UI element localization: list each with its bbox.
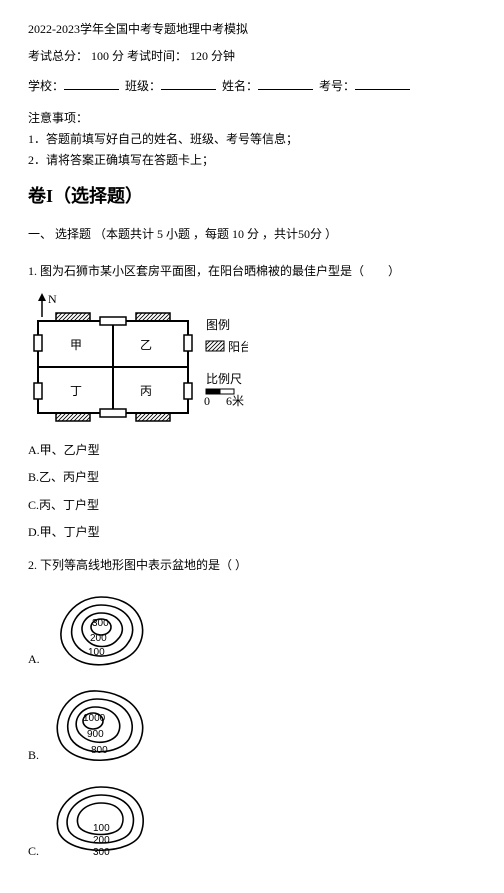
scale-end: 6米 <box>226 394 244 408</box>
contour-label: 100 <box>88 647 105 658</box>
q2-option-c-letter: C. <box>28 842 39 867</box>
contour-label: 1000 <box>83 713 106 724</box>
contour-label: 800 <box>91 745 108 756</box>
q2-option-a-letter: A. <box>28 650 40 675</box>
q1-option-a[interactable]: A.甲、乙户型 <box>28 441 476 460</box>
room-label-ding: 丁 <box>70 384 82 398</box>
legend-balcony: 阳台 <box>228 339 248 354</box>
q1-diagram: N <box>28 291 476 431</box>
contour-c-diagram: 100 200 300 <box>45 777 155 867</box>
q2-stem: 2. 下列等高线地形图中表示盆地的是（ ） <box>28 556 476 575</box>
legend-title: 图例 <box>206 318 230 332</box>
q2-option-b[interactable]: B. 1000 900 800 <box>28 681 476 771</box>
exam-meta: 考试总分： 100 分 考试时间： 120 分钟 <box>28 47 476 66</box>
label-name: 姓名： <box>222 79 258 93</box>
section-1-intro: 一、 选择题 （本题共计 5 小题 ，每题 10 分 ，共计50分 ） <box>28 225 476 244</box>
north-arrow-icon: N <box>38 292 57 317</box>
room-label-yi: 乙 <box>140 338 152 352</box>
north-label: N <box>48 292 57 306</box>
room-label-bing: 丙 <box>140 384 152 398</box>
blank-school[interactable] <box>64 76 119 90</box>
notice-item: 2．请将答案正确填写在答题卡上； <box>28 151 476 170</box>
notice-item: 1．答题前填写好自己的姓名、班级、考号等信息； <box>28 130 476 149</box>
room-label-jia: 甲 <box>70 338 82 352</box>
contour-label: 200 <box>90 633 107 644</box>
scale-label: 比例尺 <box>206 372 242 386</box>
notice-header: 注意事项： <box>28 109 476 128</box>
contour-label: 200 <box>93 835 110 846</box>
blank-class[interactable] <box>161 76 216 90</box>
scale-start: 0 <box>204 394 210 408</box>
q2-option-b-letter: B. <box>28 746 39 771</box>
contour-label: 300 <box>93 847 110 858</box>
q1-stem: 1. 图为石狮市某小区套房平面图，在阳台晒棉被的最佳户型是（ ） <box>28 262 476 281</box>
q1-option-c[interactable]: C.丙、丁户型 <box>28 496 476 515</box>
blank-examno[interactable] <box>355 76 410 90</box>
q2-option-a[interactable]: A. 300 200 100 <box>28 585 476 675</box>
contour-b-diagram: 1000 900 800 <box>45 681 155 771</box>
exam-title: 2022-2023学年全国中考专题地理中考模拟 <box>28 20 476 39</box>
label-school: 学校： <box>28 79 64 93</box>
label-class: 班级： <box>125 79 161 93</box>
student-info-line: 学校： 班级： 姓名： 考号： <box>28 76 476 96</box>
label-examno: 考号： <box>319 79 355 93</box>
q2-option-c[interactable]: C. 100 200 300 <box>28 777 476 867</box>
q1-option-b[interactable]: B.乙、丙户型 <box>28 468 476 487</box>
q1-option-d[interactable]: D.甲、丁户型 <box>28 523 476 542</box>
contour-a-diagram: 300 200 100 <box>46 585 156 675</box>
section-1-title: 卷I（选择题） <box>28 182 476 211</box>
contour-label: 100 <box>93 823 110 834</box>
contour-label: 300 <box>92 618 109 629</box>
contour-label: 900 <box>87 729 104 740</box>
blank-name[interactable] <box>258 76 313 90</box>
